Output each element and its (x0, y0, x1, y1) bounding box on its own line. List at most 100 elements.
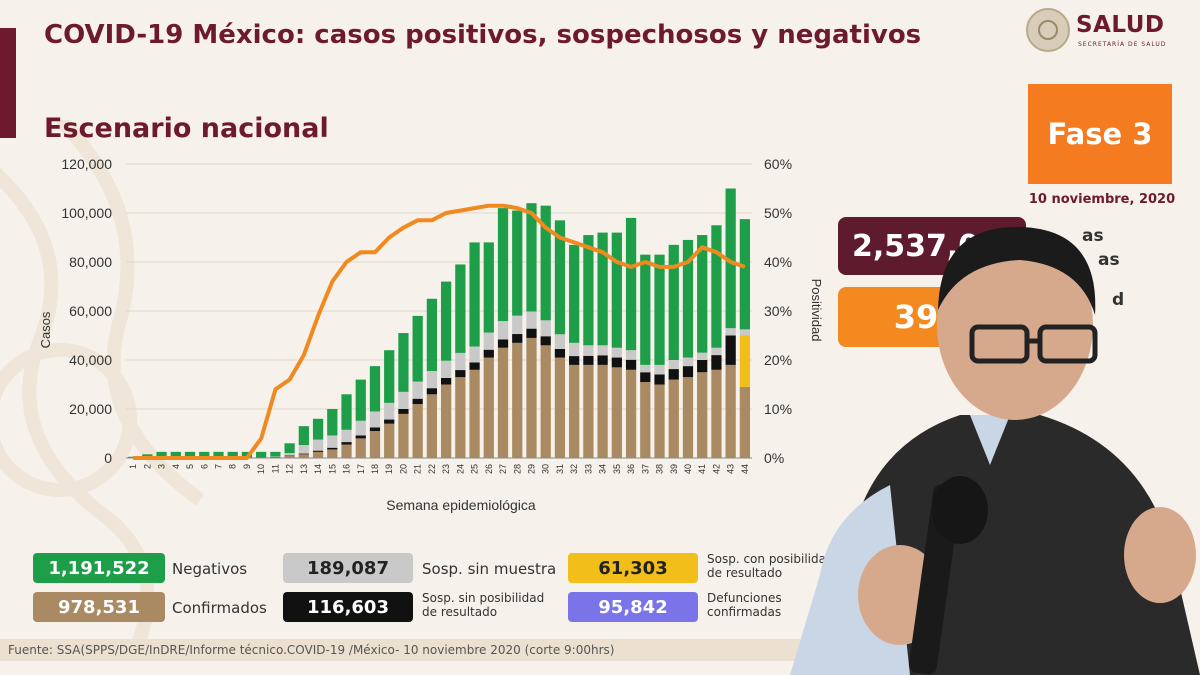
bar-segment-negativos (270, 451, 281, 457)
legend-confirmados-value: 978,531 (33, 592, 165, 622)
bar-segment-confirmados (654, 384, 665, 458)
bar-segment-sosp-sin-muestra (725, 328, 736, 336)
y2-tick-label: 0% (764, 450, 784, 466)
x-tick-label: 20 (398, 464, 408, 474)
x-tick-label: 18 (370, 464, 380, 474)
bar-segment-sosp-sin-muestra (526, 311, 537, 329)
bar-segment-confirmados (711, 369, 722, 458)
bar-segment-negativos (739, 219, 751, 330)
x-tick-label: 15 (327, 464, 337, 474)
bar-segment-negativos (156, 451, 167, 458)
bar-segment-confirmados (526, 337, 537, 458)
bar-segment-confirmados (739, 386, 751, 458)
x-tick-label: 43 (726, 464, 736, 474)
x-tick-label: 4 (171, 464, 181, 469)
bar-segment-sosp-sin-muestra (625, 350, 637, 360)
bar-segment-sosp-sin-muestra (540, 320, 551, 337)
x-axis-label: Semana epidemiológica (386, 497, 536, 513)
bar-segment-confirmados (384, 423, 395, 458)
bar-segment-sosp-sin-muestra (569, 342, 580, 357)
bar-segment-confirmados (569, 364, 580, 458)
x-tick-label: 9 (242, 464, 252, 469)
bar-segment-negativos (426, 298, 438, 372)
bar-segment-sosp-sin-posibilidad-de-resultado (369, 427, 381, 432)
x-tick-label: 26 (484, 464, 494, 474)
bar-segment-confirmados (455, 377, 466, 458)
chart-axes: 0 20,000 40,000 60,000 80,000 100,000 120,000 0… (61, 156, 792, 474)
legend-sin-posibilidad-label: Sosp. sin posibilidad de resultado (422, 591, 545, 619)
bar-segment-sosp-sin-muestra (483, 332, 494, 350)
legend-sin-muestra-label: Sosp. sin muestra (422, 560, 557, 578)
x-tick-label: 30 (541, 464, 551, 474)
bar-segment-negativos (569, 244, 580, 343)
bar-segment-sosp-sin-muestra (739, 329, 751, 336)
y2-tick-label: 60% (764, 156, 792, 172)
y-tick-label: 20,000 (69, 401, 112, 417)
bar-segment-negativos (711, 225, 722, 348)
bar-segment-sosp-sin-muestra (654, 364, 665, 375)
bar-segment-sosp-sin-muestra (455, 352, 466, 371)
bar-segment-negativos (199, 451, 210, 458)
bar-segment-sosp-sin-muestra (312, 439, 324, 451)
bar-segment-negativos (725, 188, 736, 329)
bar-segment-sosp-sin-posibilidad-de-resultado (526, 328, 537, 338)
bar-segment-negativos (526, 203, 537, 312)
legend-defunciones-label: Defunciones confirmadas (707, 591, 782, 619)
bar-segment-negativos (412, 315, 423, 382)
chart-bars (127, 188, 751, 458)
bar-segment-confirmados (611, 367, 622, 458)
bar-segment-negativos (469, 242, 480, 347)
bar-segment-sosp-sin-posibilidad-de-resultado (412, 398, 423, 405)
bar-segment-negativos (597, 232, 608, 346)
bar-segment-confirmados (682, 377, 694, 458)
coat-of-arms-icon (1026, 8, 1070, 52)
speaker-image (790, 226, 1200, 675)
bar-segment-negativos (312, 418, 324, 440)
bar-segment-confirmados (412, 404, 423, 458)
bar-segment-confirmados (341, 444, 352, 458)
x-tick-label: 21 (413, 464, 423, 474)
bar-segment-negativos (184, 451, 196, 458)
bar-segment-negativos (625, 217, 637, 351)
bar-segment-confirmados (625, 369, 637, 458)
bar-segment-sosp-sin-muestra (611, 347, 622, 358)
x-tick-label: 39 (669, 464, 679, 474)
x-tick-label: 19 (384, 464, 394, 474)
y2-tick-label: 50% (764, 205, 792, 221)
bar-segment-confirmados (398, 413, 409, 458)
x-tick-label: 33 (583, 464, 593, 474)
legend-defunciones-value: 95,842 (568, 592, 698, 622)
bar-segment-negativos (298, 426, 309, 446)
bar-segment-sosp-sin-posibilidad-de-resultado (540, 336, 551, 346)
bar-segment-sosp-sin-posibilidad-de-resultado (668, 369, 679, 380)
bar-segment-negativos (540, 205, 551, 321)
phase-badge: Fase 3 (1028, 84, 1172, 184)
weekly-cases-chart: 0 20,000 40,000 60,000 80,000 100,000 120,000 0… (38, 156, 824, 513)
bar-segment-sosp-sin-muestra (469, 346, 480, 363)
bar-segment-confirmados (284, 456, 295, 458)
bar-segment-sosp-sin-muestra (697, 352, 708, 360)
bar-segment-sosp-sin-muestra (711, 347, 722, 356)
bar-segment-negativos (440, 281, 452, 361)
bar-segment-sosp-sin-posibilidad-de-resultado (725, 335, 736, 365)
bar-segment-confirmados (554, 357, 566, 458)
x-tick-label: 25 (470, 464, 480, 474)
bar-segment-sosp-sin-muestra (682, 357, 694, 367)
salud-logo: SALUD SECRETARÍA DE SALUD (1026, 8, 1196, 56)
x-tick-label: 2 (142, 464, 152, 469)
y-tick-label: 0 (104, 450, 112, 466)
bar-segment-confirmados (426, 394, 438, 458)
bar-segment-negativos (483, 242, 494, 333)
bar-segment-sosp-sin-muestra (597, 345, 608, 356)
bar-segment-negativos (355, 379, 366, 421)
y2-tick-label: 10% (764, 401, 792, 417)
y-tick-label: 40,000 (69, 352, 112, 368)
bar-segment-negativos (611, 232, 622, 348)
bar-segment-sosp-sin-posibilidad-de-resultado (554, 348, 566, 358)
bar-segment-sosp-sin-posibilidad-de-resultado (469, 362, 480, 370)
bar-segment-confirmados (697, 372, 708, 458)
bar-segment-sosp-sin-muestra (583, 345, 594, 356)
legend-sin-posibilidad-value: 116,603 (283, 592, 413, 622)
bar-segment-sosp-sin-posibilidad-de-resultado (611, 357, 622, 368)
bar-segment-sosp-sin-posibilidad-de-resultado (640, 372, 651, 383)
